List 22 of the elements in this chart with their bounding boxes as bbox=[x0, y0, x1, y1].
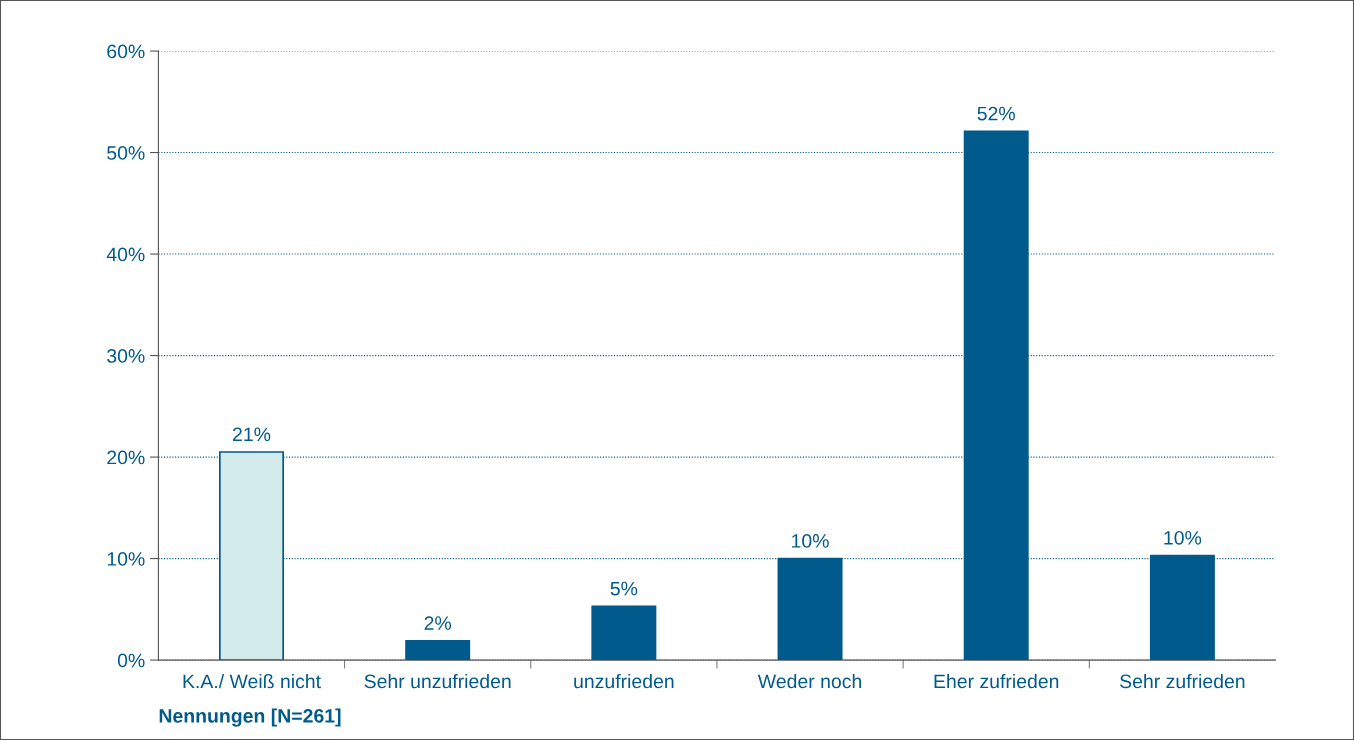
x-tick-label: Sehr zufrieden bbox=[1120, 673, 1245, 689]
y-tick-label: 30% bbox=[107, 349, 145, 363]
y-tick-label: 10% bbox=[107, 552, 145, 566]
bar bbox=[405, 639, 471, 661]
y-tick-label: 40% bbox=[106, 247, 145, 262]
bar bbox=[591, 605, 657, 661]
y-tick-label: 0% bbox=[117, 653, 145, 668]
text: Nennungen [N=261] bbox=[159, 708, 341, 727]
x-tick-label: Sehr unzufrieden bbox=[364, 673, 511, 689]
data-label: 10% bbox=[792, 534, 829, 548]
x-tick-label: K.A./ Weiß nicht bbox=[183, 673, 321, 689]
x-tick-label: Eher zufrieden bbox=[934, 673, 1059, 689]
x-tick-label: Weder noch bbox=[757, 673, 862, 689]
y-tick-label: 50% bbox=[107, 146, 145, 160]
x-tick-label: unzufrieden bbox=[574, 673, 674, 689]
data-label: 21% bbox=[233, 427, 271, 442]
y-tick-label: 60% bbox=[107, 44, 145, 59]
data-label: 10% bbox=[1164, 530, 1202, 545]
data-label: 2% bbox=[424, 616, 452, 630]
data-label: 52% bbox=[977, 106, 1015, 121]
data-label: 5% bbox=[610, 581, 638, 596]
y-tick-label: 20% bbox=[107, 450, 145, 465]
